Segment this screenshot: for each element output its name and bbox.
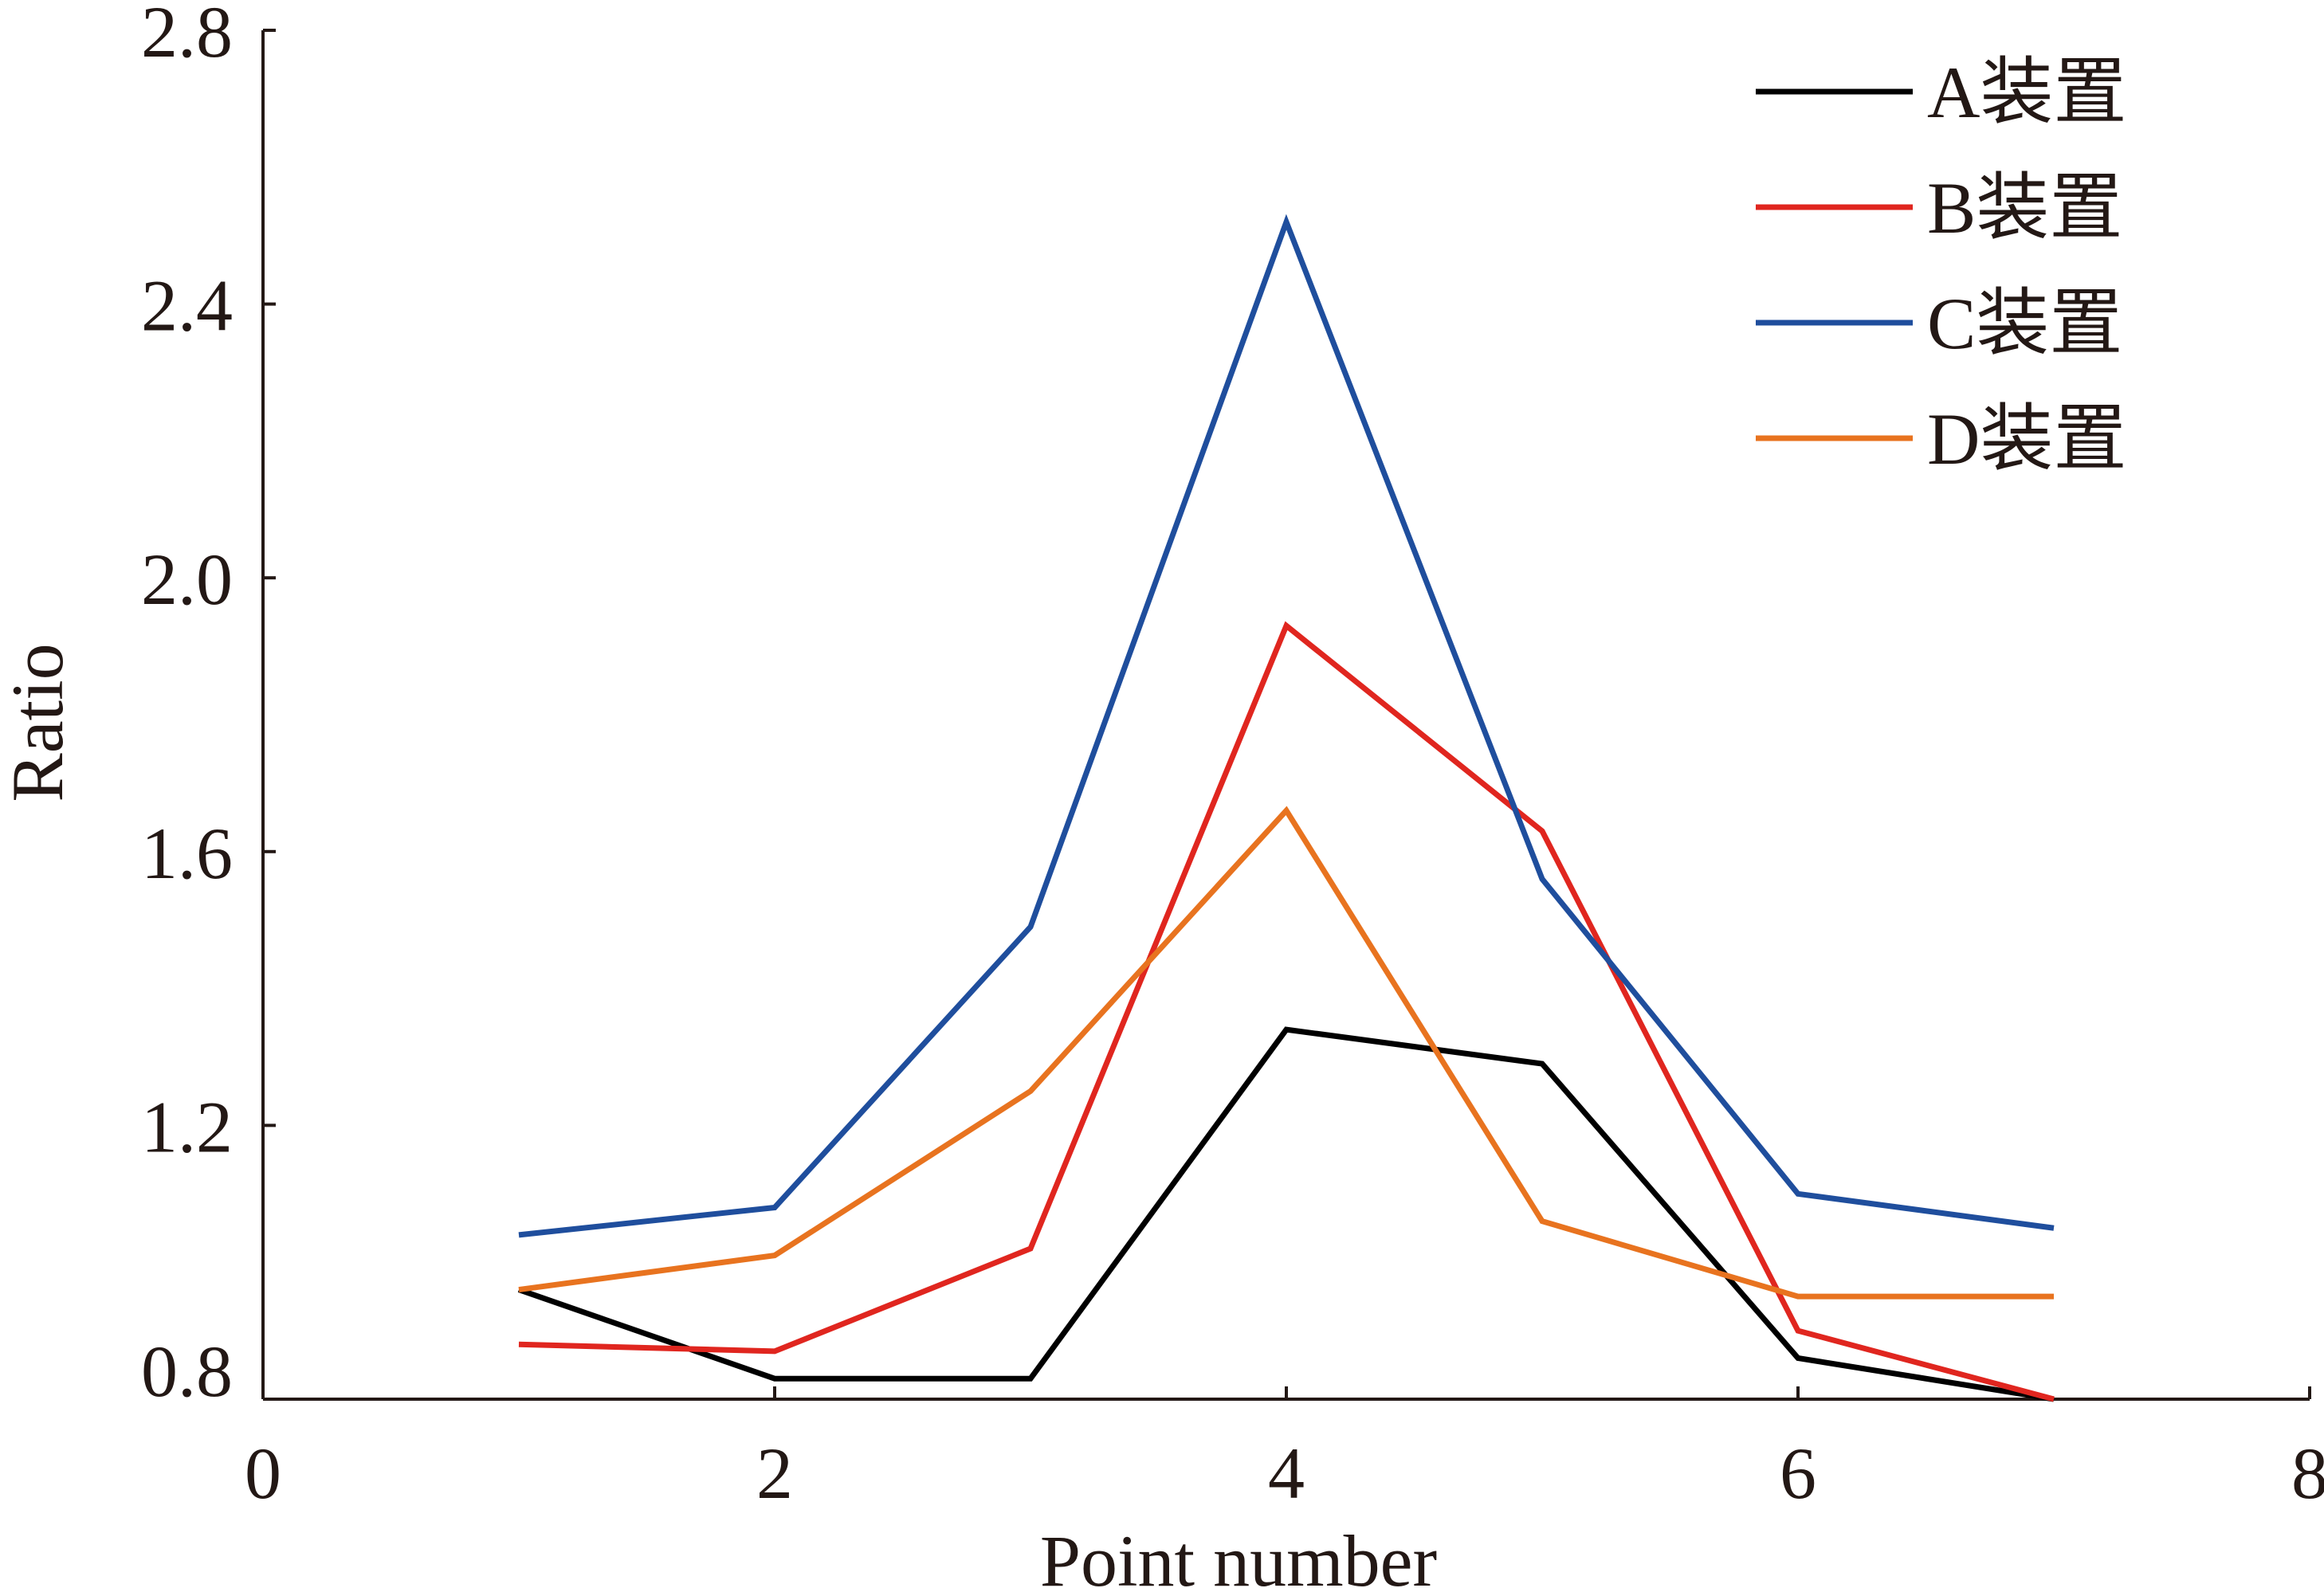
y-tick-label: 2.4 [141,265,233,347]
series-line-3 [518,214,2055,1238]
legend-label-1: A装置 [1927,52,2126,133]
x-tick-label: 6 [1780,1433,1816,1514]
series-line-2 [518,621,2055,1402]
legend-label-3: C装置 [1927,283,2122,364]
tick-marks [261,29,2311,1401]
y-tick-label: 1.2 [141,1086,233,1167]
x-tick-label: 8 [2291,1433,2324,1514]
series-line-4 [518,806,2054,1300]
x-tick-label: 0 [245,1433,281,1514]
y-tick-label: 0.8 [141,1331,233,1412]
y-tick-label: 1.6 [141,813,233,894]
legend: A装置 B装置 C装置 D装置 [1756,52,2126,480]
tick-labels: 0 2 4 6 8 0.8 1.2 1.6 2.0 2.4 2.8 [141,0,2324,1514]
y-tick-label: 2.8 [141,0,233,73]
y-tick-label: 2.0 [141,539,233,620]
legend-label-4: D装置 [1927,398,2126,480]
x-tick-label: 2 [756,1433,793,1514]
legend-label-2: B装置 [1927,167,2122,249]
x-tick-label: 4 [1268,1433,1305,1514]
x-axis-label: Point number [1040,1520,1437,1588]
series-line-1 [517,1026,2055,1402]
series-lines [517,214,2055,1402]
y-axis-label: Ratio [0,643,78,802]
